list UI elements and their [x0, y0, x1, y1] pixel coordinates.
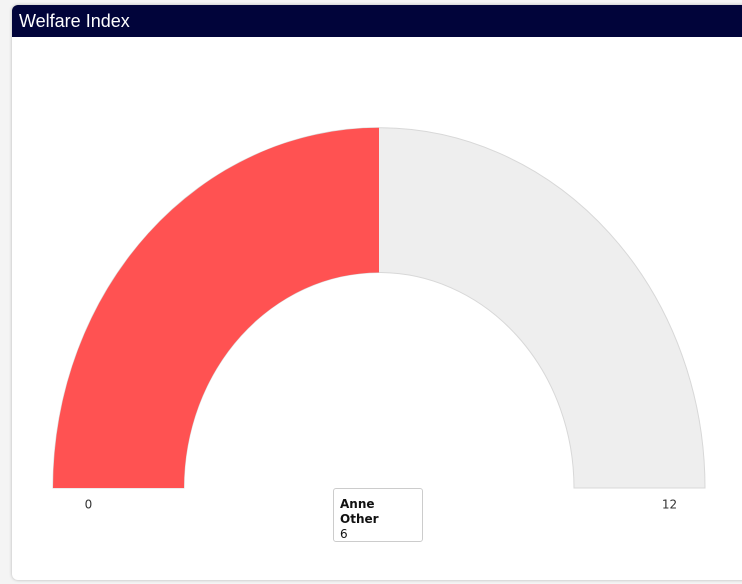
tooltip-name: Anne Other [340, 497, 379, 526]
gauge-tick-label: 0 [85, 498, 93, 512]
gauge-tick-label: 12 [662, 498, 677, 512]
gauge-value [53, 127, 379, 489]
panel-title: Welfare Index [12, 5, 742, 37]
tooltip: Anne Other 6 [333, 488, 423, 542]
tooltip-value: 6 [340, 527, 348, 541]
